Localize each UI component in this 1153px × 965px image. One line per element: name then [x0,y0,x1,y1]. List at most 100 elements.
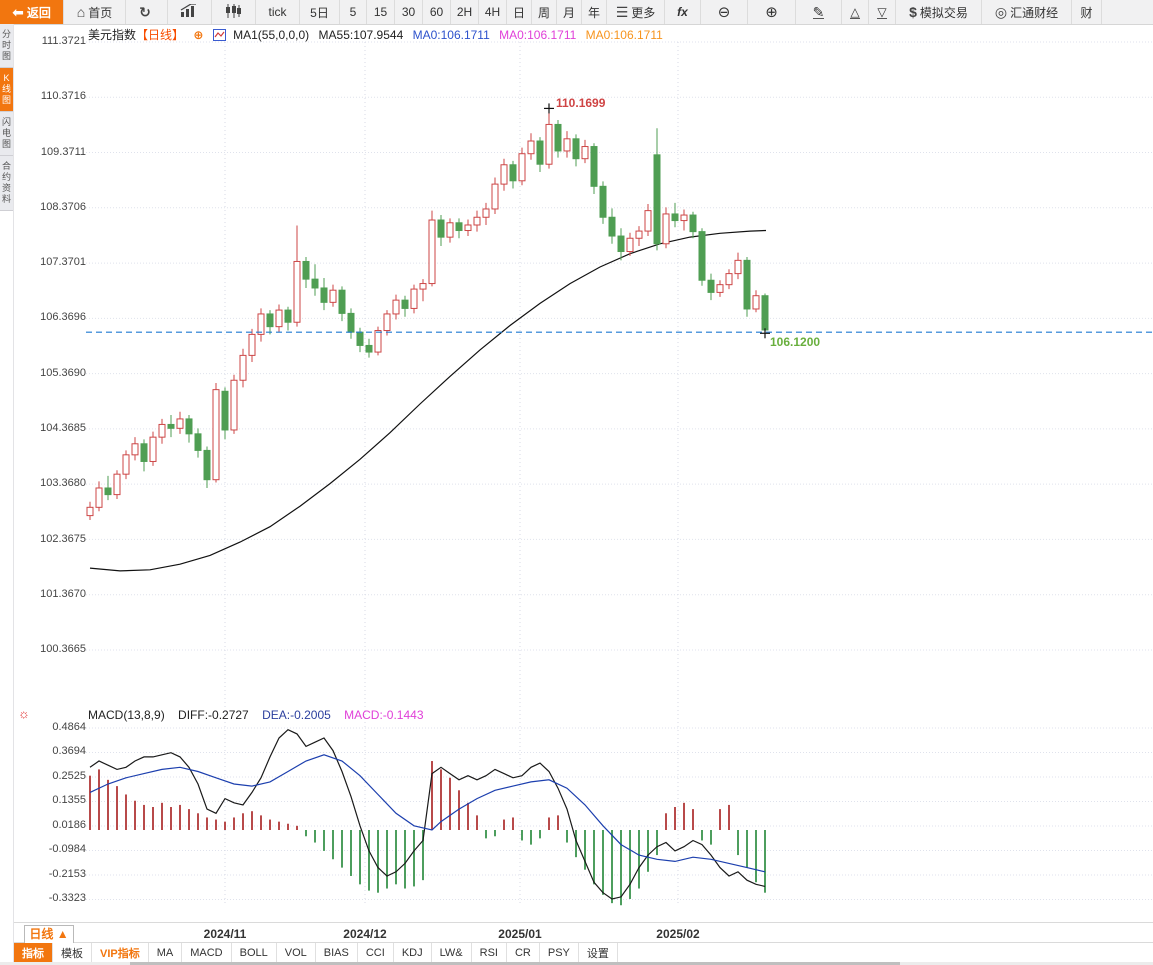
tab-bias[interactable]: BIAS [316,943,358,962]
tab-settings[interactable]: 设置 [579,943,618,962]
macd-axis-label: 0.1355 [52,794,86,806]
period-year-button[interactable]: 年 [582,0,607,24]
fx678-button[interactable]: ◎ 汇通财经 [982,0,1072,24]
sidebar-tab-flash[interactable]: 闪电图 [0,112,13,156]
chart-type-sidebar: 分时图 K线图 闪电图 合约资料 [0,24,14,965]
candle-chart-icon [225,3,243,21]
more-button[interactable]: ☰ 更多 [607,0,665,24]
tab-macd[interactable]: MACD [182,943,232,962]
ma1-param-label: MA1(55,0,0,0) [233,28,310,42]
tab-lw[interactable]: LW& [432,943,472,962]
high-price-annotation: 110.1699 [556,96,606,110]
price-axis-label: 107.3701 [40,256,86,268]
pencil-icon: ✎ [812,3,825,20]
macd-axis-label: 0.0186 [52,819,86,831]
zoom-in-button[interactable]: ⊕ [748,0,796,24]
price-axis-label: 105.3690 [40,367,86,379]
tab-rsi[interactable]: RSI [472,943,507,962]
fx678-logo-icon: ◎ [994,3,1008,20]
top-toolbar: ⬅ 返回 ⌂ 首页 ↻ tick 5日 5 15 30 60 2H 4H 日 周 月… [0,0,1153,25]
macd-axis-label: 0.2525 [52,770,86,782]
period-month-button[interactable]: 月 [557,0,582,24]
horizontal-scrollbar[interactable] [0,962,1153,965]
triangle-up-icon: △ [850,4,860,19]
tab-boll[interactable]: BOLL [232,943,277,962]
candle-chart-mode-button[interactable] [212,0,256,24]
tab-vip-indicator[interactable]: VIP指标 [92,943,149,962]
line-chart-mode-button[interactable] [168,0,212,24]
home-icon: ⌂ [76,4,86,20]
price-axis-label: 103.3680 [40,477,86,489]
current-price-annotation: 106.1200 [770,335,821,349]
line-chart-icon [180,2,199,21]
zoom-out-icon: ⊖ [717,4,731,21]
period-60min-button[interactable]: 60 [423,0,451,24]
zoom-in-icon: ⊕ [765,4,778,21]
price-axis-label: 106.3696 [40,311,86,323]
refresh-button[interactable]: ↻ [126,0,168,24]
menu-icon: ☰ [615,3,629,20]
sidebar-tab-timeline[interactable]: 分时图 [0,24,13,68]
period-day-button[interactable]: 日 [507,0,532,24]
period-2h-button[interactable]: 2H [451,0,479,24]
scrollbar-thumb[interactable] [130,962,900,965]
tab-cr[interactable]: CR [507,943,540,962]
sidebar-tab-kline[interactable]: K线图 [0,68,13,112]
period-30min-button[interactable]: 30 [395,0,423,24]
price-axis-label: 108.3706 [40,201,86,213]
period-15min-button[interactable]: 15 [367,0,395,24]
price-axis-label: 104.3685 [40,422,86,434]
macd-axis-label: -0.2153 [48,868,86,880]
zoom-out-button[interactable]: ⊖ [701,0,748,24]
marker-up-button[interactable]: △ [842,0,869,24]
tab-kdj[interactable]: KDJ [394,943,432,962]
refresh-icon: ↻ [139,3,151,20]
tab-psy[interactable]: PSY [540,943,579,962]
macd-axis-label: -0.3323 [48,892,86,904]
tab-template[interactable]: 模板 [53,943,92,962]
sim-trade-button[interactable]: $ 模拟交易 [896,0,982,24]
price-axis-label: 100.3665 [40,643,86,655]
price-axis-label: 110.3716 [40,90,86,102]
macd-axis-label: 0.4864 [52,721,86,733]
tab-cci[interactable]: CCI [358,943,394,962]
function-icon: fx [677,5,688,19]
sidebar-tab-contract-info[interactable]: 合约资料 [0,156,13,211]
price-axis-label: 101.3670 [40,588,86,600]
tab-indicator[interactable]: 指标 [14,943,53,962]
indicator-fx-button[interactable]: fx [665,0,701,24]
triangle-down-icon: ▽ [877,4,887,19]
ma0-value-magenta: MA0:106.1711 [499,28,577,42]
period-tick-button[interactable]: tick [256,0,300,24]
period-5day-button[interactable]: 5日 [300,0,340,24]
period-label: 【日线】 [136,28,185,42]
marker-down-button[interactable]: ▽ [869,0,896,24]
macd-header: MACD(13,8,9) DIFF:-0.2727 DEA:-0.2005 MA… [88,708,434,722]
home-button[interactable]: ⌂ 首页 [64,0,126,24]
calendar-button[interactable]: 财 [1072,0,1102,24]
ma55-value: MA55:107.9544 [318,28,404,42]
x-axis-label: 2025/02 [656,927,700,941]
macd-diff-value: DIFF:-0.2727 [178,708,249,722]
macd-settings-icon[interactable]: ☼ [18,706,30,721]
macd-param-label: MACD(13,8,9) [88,708,165,722]
tab-ma[interactable]: MA [149,943,183,962]
draw-button[interactable]: ✎ [796,0,842,24]
mini-chart-icon[interactable] [212,28,226,42]
macd-dea-value: DEA:-0.2005 [262,708,331,722]
period-week-button[interactable]: 周 [532,0,557,24]
macd-axis-label: 0.3694 [52,745,86,757]
add-indicator-icon[interactable]: ⊕ [193,28,204,42]
price-axis-label: 111.3721 [41,35,86,47]
period-dropdown-button[interactable]: 日线 ▲ [24,925,74,944]
x-axis-label: 2024/12 [343,927,387,941]
chart-header: 美元指数【日线】 ⊕ MA1(55,0,0,0) MA55:107.9544 M… [88,26,669,42]
indicator-tab-bar: 指标 模板 VIP指标 MA MACD BOLL VOL BIAS CCI KD… [14,943,1153,962]
tab-vol[interactable]: VOL [277,943,316,962]
back-button[interactable]: ⬅ 返回 [0,0,64,24]
period-4h-button[interactable]: 4H [479,0,507,24]
macd-axis-label: -0.0984 [48,843,86,855]
period-5min-button[interactable]: 5 [340,0,367,24]
